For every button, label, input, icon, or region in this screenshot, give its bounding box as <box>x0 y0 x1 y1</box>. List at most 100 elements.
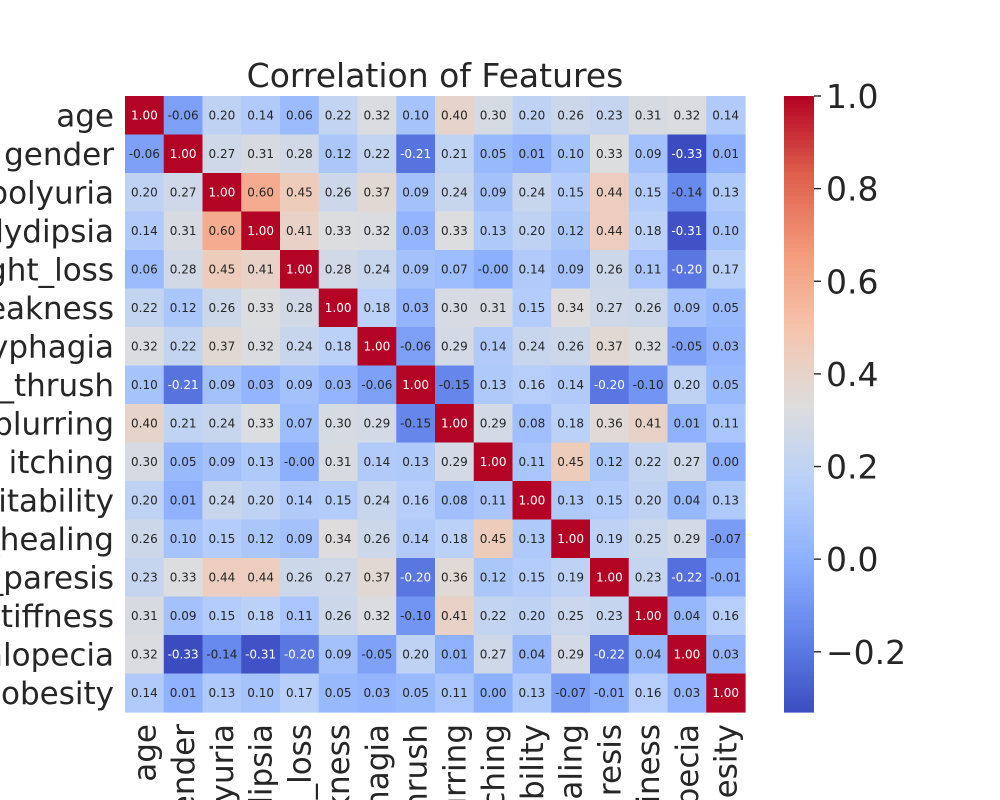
cell-value-label: 0.09 <box>170 609 197 623</box>
heatmap-cell <box>435 211 475 251</box>
heatmap-cell <box>241 327 281 367</box>
cell-value-label: 0.16 <box>519 378 546 392</box>
cell-value-label: 0.32 <box>635 339 662 353</box>
colorbar-segment <box>784 644 814 649</box>
heatmap-cell <box>202 211 242 251</box>
heatmap-cell <box>241 596 281 636</box>
cell-value-label: 0.15 <box>519 301 546 315</box>
heatmap-cell <box>396 134 436 174</box>
heatmap-cell <box>512 481 552 521</box>
cell-value-label: 0.04 <box>635 647 662 661</box>
cell-value-label: 0.44 <box>596 185 623 199</box>
cell-value-label: 0.30 <box>131 455 158 469</box>
cell-value-label: 0.29 <box>441 339 468 353</box>
heatmap-cell <box>163 250 204 290</box>
cell-value-label: 0.15 <box>209 532 236 546</box>
colorbar-segment <box>784 516 814 521</box>
heatmap-cell <box>202 173 242 213</box>
heatmap-cell <box>667 173 707 213</box>
cell-value-label: 0.18 <box>247 609 274 623</box>
cell-value-label: 0.20 <box>519 609 546 623</box>
heatmap-cell <box>667 442 707 482</box>
cell-value-label: 0.10 <box>131 378 158 392</box>
heatmap-cell <box>628 519 669 559</box>
heatmap-cell <box>706 635 746 675</box>
cell-value-label: -0.01 <box>594 686 625 700</box>
heatmap-cell <box>590 404 630 444</box>
cell-value-label: 0.05 <box>480 147 507 161</box>
heatmap-cell <box>435 635 475 675</box>
colorbar-segment <box>784 196 814 201</box>
cell-value-label: 0.20 <box>519 224 546 238</box>
cell-value-label: -0.31 <box>671 224 702 238</box>
cell-value-label: 0.44 <box>247 570 274 584</box>
cell-value-label: -0.21 <box>168 378 199 392</box>
heatmap-cell <box>706 673 746 713</box>
heatmap-cell <box>706 96 746 136</box>
cell-value-label: 0.13 <box>519 686 546 700</box>
cell-value-label: 0.05 <box>325 686 352 700</box>
cell-value-label: -0.00 <box>478 262 509 276</box>
heatmap-cell <box>202 596 242 636</box>
heatmap-cell <box>357 134 397 174</box>
cell-value-label: 0.18 <box>441 532 468 546</box>
heatmap-cell <box>706 173 746 213</box>
heatmap-cell <box>435 519 475 559</box>
colorbar-segment <box>784 220 814 225</box>
heatmap-cell <box>125 596 165 636</box>
cell-value-label: 0.13 <box>480 378 507 392</box>
colorbar-segment <box>784 156 814 161</box>
row-label: obesity <box>1 676 114 712</box>
colorbar-segment <box>784 316 814 321</box>
row-label: ght_loss <box>0 252 114 288</box>
colorbar-tick-label: 0.2 <box>826 448 878 487</box>
heatmap-cell <box>202 365 242 405</box>
cell-value-label: 0.20 <box>247 493 274 507</box>
cell-value-label: 0.40 <box>441 108 468 122</box>
cell-value-label: 0.06 <box>131 262 158 276</box>
heatmap-cell <box>396 173 436 213</box>
row-label: _paresis <box>0 560 114 596</box>
cell-value-label: 0.41 <box>247 262 274 276</box>
heatmap-cell <box>590 635 630 675</box>
colorbar-segment <box>784 304 814 309</box>
cell-value-label: 0.24 <box>286 339 313 353</box>
colorbar-segment <box>784 412 814 417</box>
colorbar: −0.2 0.0 0.2 0.4 0.6 0.8 1.0 <box>784 77 906 713</box>
cell-value-label: 0.22 <box>364 147 391 161</box>
heatmap-cell <box>202 673 242 713</box>
colorbar-segment <box>784 348 814 353</box>
cell-value-label: -0.10 <box>633 378 664 392</box>
heatmap-cell <box>590 365 630 405</box>
heatmap-cell <box>628 134 669 174</box>
colorbar-segment <box>784 540 814 545</box>
cell-value-label: 1.00 <box>596 570 623 584</box>
heatmap-cell <box>590 519 630 559</box>
heatmap-cell <box>628 481 669 521</box>
cell-value-label: 0.08 <box>441 493 468 507</box>
cell-value-label: -0.06 <box>168 108 199 122</box>
heatmap-cell <box>551 211 591 251</box>
colorbar-segment <box>784 608 814 613</box>
cell-value-label: 0.24 <box>209 416 236 430</box>
cell-value-label: 0.15 <box>325 493 352 507</box>
cell-value-label: 0.14 <box>364 455 391 469</box>
heatmap-cell <box>125 673 165 713</box>
cell-value-label: 0.19 <box>596 532 623 546</box>
cell-value-label: 0.01 <box>674 416 701 430</box>
heatmap-cell <box>357 404 397 444</box>
colorbar-segment <box>784 328 814 333</box>
heatmap-cell <box>551 327 591 367</box>
cell-value-label: 0.14 <box>712 108 739 122</box>
cell-value-label: 0.15 <box>635 185 662 199</box>
heatmap-cell <box>667 481 707 521</box>
colorbar-segment <box>784 372 814 377</box>
cell-value-label: 0.04 <box>674 493 701 507</box>
cell-value-label: 0.15 <box>557 185 584 199</box>
heatmap-cell <box>667 250 707 290</box>
heatmap-cell <box>241 288 281 328</box>
heatmap-cell <box>241 173 281 213</box>
heatmap-cell <box>241 365 281 405</box>
cell-value-label: 0.03 <box>364 686 391 700</box>
